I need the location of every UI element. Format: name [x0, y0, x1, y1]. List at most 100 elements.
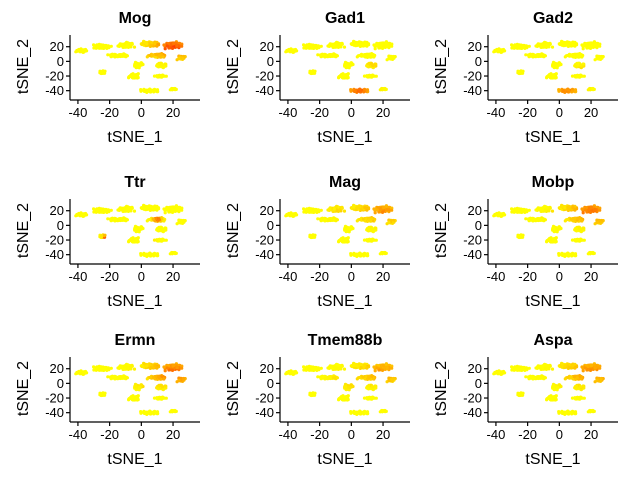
data-point: [571, 206, 575, 210]
x-axis-label: tSNE_1: [525, 293, 580, 310]
data-point: [160, 63, 165, 67]
data-point: [162, 365, 166, 369]
data-point: [327, 207, 332, 211]
data-point: [355, 219, 359, 223]
data-point: [92, 368, 96, 372]
x-axis-label: tSNE_1: [107, 293, 162, 310]
y-axis-label: tSNE_2: [15, 203, 32, 258]
data-point: [335, 40, 339, 45]
data-point: [546, 74, 551, 78]
data-point: [134, 63, 138, 67]
data-point: [595, 220, 599, 224]
data-point: [132, 209, 137, 213]
y-tick-label: -20: [45, 233, 64, 248]
x-tick-label: 20: [376, 105, 390, 120]
data-point: [302, 210, 306, 214]
data-point: [567, 43, 571, 48]
data-point: [172, 42, 176, 46]
data-point: [332, 43, 336, 47]
data-point: [499, 213, 504, 217]
data-point: [570, 90, 574, 94]
data-point: [139, 61, 143, 65]
data-point: [122, 376, 126, 380]
data-point: [375, 208, 379, 212]
x-tick-label: -20: [310, 105, 329, 120]
data-point: [117, 207, 122, 211]
data-point: [284, 214, 288, 218]
data-point: [74, 50, 78, 54]
points: [74, 361, 187, 416]
data-point: [563, 42, 567, 46]
x-tick-label: 0: [138, 269, 145, 284]
data-point: [155, 44, 159, 48]
data-point: [525, 45, 529, 49]
data-point: [113, 54, 117, 59]
data-point: [578, 227, 583, 231]
data-point: [522, 43, 526, 48]
data-point: [142, 40, 147, 44]
panel-title: Gad1: [325, 10, 365, 27]
data-point: [153, 42, 157, 46]
y-axis-label: tSNE_2: [225, 39, 242, 94]
data-point: [546, 238, 551, 242]
data-point: [323, 54, 327, 59]
data-point: [370, 227, 375, 231]
y-axis-label: tSNE_2: [433, 39, 450, 94]
y-tick-label: -40: [255, 83, 274, 98]
y-tick-label: 20: [260, 39, 274, 54]
data-point: [569, 217, 573, 221]
y-tick-label: -20: [255, 233, 274, 248]
data-point: [107, 367, 111, 371]
data-point: [358, 88, 362, 92]
data-point: [99, 234, 104, 238]
data-point: [372, 43, 376, 47]
data-point: [170, 210, 175, 214]
data-point: [85, 49, 89, 53]
data-point: [132, 367, 137, 371]
data-point: [117, 43, 122, 48]
data-point: [122, 54, 126, 58]
data-point: [125, 218, 129, 222]
data-point: [149, 43, 153, 48]
data-point: [113, 218, 117, 223]
data-point: [548, 206, 552, 210]
data-point: [125, 376, 129, 380]
data-point: [130, 42, 134, 46]
data-point: [520, 70, 524, 74]
data-point: [349, 61, 353, 65]
y-tick-label: 20: [468, 39, 482, 54]
panel-title: Ermn: [115, 332, 156, 349]
data-point: [125, 362, 129, 366]
data-point: [122, 365, 126, 369]
data-point: [373, 47, 377, 51]
data-point: [362, 254, 366, 258]
data-point: [317, 209, 321, 213]
y-tick-label: 20: [468, 203, 482, 218]
data-point: [591, 250, 595, 255]
data-point: [503, 49, 507, 53]
data-point: [104, 365, 108, 370]
data-point: [77, 370, 81, 375]
data-point: [143, 253, 147, 257]
data-point: [117, 218, 122, 222]
data-point: [355, 55, 359, 59]
data-point: [361, 53, 365, 57]
data-point: [77, 48, 81, 53]
data-point: [145, 55, 149, 59]
y-tick-label: -40: [45, 247, 64, 262]
data-point: [573, 44, 577, 48]
data-point: [575, 218, 579, 222]
data-point: [522, 207, 526, 212]
data-point: [155, 74, 159, 78]
data-point: [581, 211, 585, 215]
data-point: [145, 42, 149, 46]
panel-title: Mog: [119, 10, 152, 27]
data-point: [137, 227, 142, 232]
data-point: [590, 206, 594, 210]
data-point: [134, 227, 138, 231]
x-tick-label: -20: [100, 269, 119, 284]
y-axis-label: tSNE_2: [433, 203, 450, 258]
data-point: [125, 54, 129, 58]
data-point: [362, 87, 367, 91]
data-point: [104, 207, 108, 212]
